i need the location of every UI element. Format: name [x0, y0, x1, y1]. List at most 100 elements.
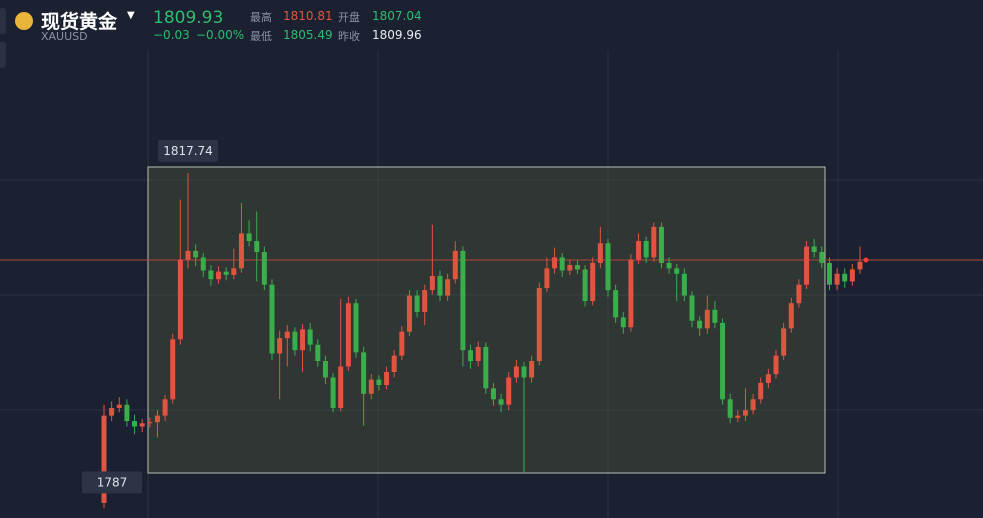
candle-body: [368, 379, 374, 394]
candle-body: [483, 346, 489, 389]
candle-body: [154, 415, 160, 423]
side-button[interactable]: [0, 8, 6, 34]
candle-body: [689, 295, 695, 321]
candle-body: [544, 268, 550, 288]
candle-body: [406, 295, 412, 332]
candle-body: [636, 241, 642, 260]
gold-icon: [15, 12, 33, 30]
candle-body: [162, 399, 168, 416]
candle-body: [223, 271, 229, 275]
candle-body: [475, 346, 481, 362]
candle-body: [269, 284, 275, 354]
candle-body: [445, 279, 451, 296]
candle-body: [857, 261, 863, 270]
candle-body: [781, 328, 787, 356]
candle-body: [238, 233, 244, 269]
candle-body: [414, 295, 420, 312]
candle-body: [391, 355, 397, 372]
candle-body: [811, 246, 817, 252]
candle-body: [750, 399, 756, 411]
title[interactable]: 现货黄金: [41, 11, 118, 33]
candle-body: [819, 251, 825, 263]
change-pct: −0.00%: [196, 28, 245, 42]
candle-body: [597, 243, 603, 263]
candle-body: [139, 423, 145, 427]
candle-body: [651, 226, 657, 258]
candle-body: [567, 265, 573, 271]
candle-body: [529, 361, 535, 378]
candle-body: [842, 273, 848, 282]
candle-body: [315, 344, 321, 362]
candle-body: [681, 273, 687, 296]
candle-body: [147, 422, 153, 424]
candle-body: [254, 241, 260, 252]
candle-body: [773, 355, 779, 375]
candle-body: [628, 259, 634, 328]
stat-label: 最低: [250, 30, 272, 43]
stat-label: 开盘: [338, 11, 360, 24]
candle-body: [574, 265, 580, 270]
candle-body: [384, 371, 390, 386]
dropdown-arrow[interactable]: ▼: [127, 10, 135, 21]
candle-body: [170, 339, 176, 400]
candle-body: [712, 309, 718, 323]
candle-body: [559, 257, 565, 271]
candle-body: [552, 257, 558, 269]
stat-label: 最高: [250, 11, 272, 24]
candle-body: [109, 407, 115, 416]
candle-body: [536, 287, 542, 362]
stat-value: 1810.81: [283, 9, 333, 23]
candle-body: [429, 275, 435, 291]
candle-body: [697, 320, 703, 329]
candle-body: [658, 226, 664, 263]
candle-body: [185, 250, 191, 260]
candle-body: [132, 421, 138, 427]
candle-body: [292, 331, 298, 351]
candle-body: [704, 309, 710, 329]
candle-body: [727, 399, 733, 418]
side-button[interactable]: [0, 42, 6, 68]
price: 1809.93: [153, 8, 224, 28]
candle-body: [177, 259, 183, 340]
candle-body: [300, 329, 306, 351]
candle-body: [261, 251, 267, 285]
candle-body: [307, 329, 313, 345]
stat-value: 1809.96: [372, 28, 422, 42]
candle-body: [399, 331, 405, 356]
candle-body: [513, 366, 519, 378]
candle-body: [735, 415, 741, 418]
candle-body: [216, 271, 222, 280]
candle-body: [124, 404, 130, 422]
candle-body: [666, 262, 672, 269]
candle-body: [849, 269, 855, 282]
price-label: 1817.74: [163, 144, 213, 158]
candle-body: [498, 399, 504, 405]
candles: 1817.74 1787: [82, 139, 869, 509]
candle-body: [826, 262, 832, 285]
candle-body: [582, 269, 588, 302]
candle-body: [422, 290, 428, 312]
candle-body: [613, 290, 619, 318]
price-label: 1787: [97, 475, 128, 489]
candle-body: [796, 284, 802, 304]
candle-body: [193, 250, 199, 258]
candle-body: [330, 377, 336, 408]
candle-body: [437, 275, 443, 296]
price-label-bg: [82, 471, 142, 494]
candle-body: [720, 322, 726, 400]
candle-body: [490, 388, 496, 400]
candle-body: [353, 303, 359, 353]
candle-body: [101, 415, 107, 503]
candle-body: [804, 246, 810, 285]
candle-body: [284, 331, 290, 339]
candle-body: [620, 317, 626, 328]
price-label-bg: [158, 139, 218, 162]
last-price-dot: [863, 257, 869, 263]
candle-body: [590, 262, 596, 302]
symbol: XAUUSD: [41, 30, 88, 43]
candle-body: [468, 350, 474, 362]
candle-body: [208, 270, 214, 280]
candle-body: [506, 377, 512, 405]
